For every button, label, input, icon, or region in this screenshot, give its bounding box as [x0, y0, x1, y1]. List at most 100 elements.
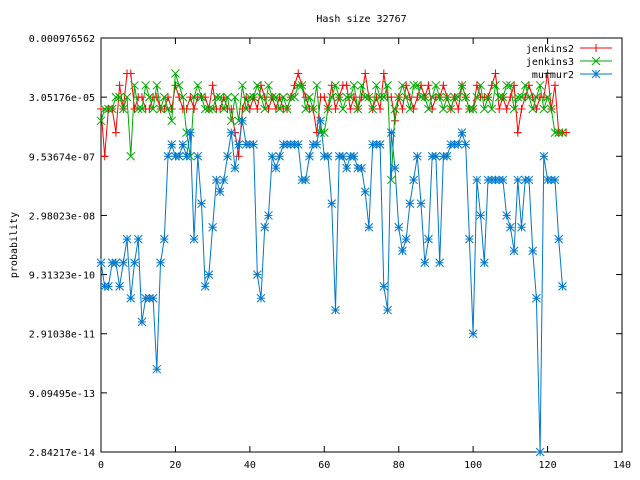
- jenkins3-point: [122, 92, 132, 102]
- murmur2-point: [118, 258, 128, 268]
- murmur2-point: [293, 140, 303, 149]
- jenkins2-point: [167, 104, 176, 113]
- murmur2-point: [256, 293, 266, 303]
- murmur2-point: [133, 234, 143, 244]
- jenkins3-point: [539, 104, 549, 114]
- jenkins3-point: [357, 80, 366, 90]
- murmur2-point: [104, 282, 113, 291]
- jenkins3-point: [416, 92, 426, 102]
- jenkins3-point: [96, 116, 106, 126]
- murmur2-point: [312, 140, 322, 149]
- jenkins3-point: [156, 104, 165, 114]
- murmur2-point: [442, 151, 452, 161]
- murmur2-point: [301, 175, 311, 185]
- jenkins3-point: [483, 92, 493, 102]
- jenkins2-point: [152, 93, 161, 102]
- murmur2-point: [126, 293, 136, 303]
- jenkins2-point: [528, 93, 537, 102]
- jenkins3-point: [189, 92, 199, 102]
- jenkins2-point: [510, 81, 519, 90]
- jenkins3-point: [223, 92, 232, 102]
- jenkins2-point: [524, 81, 533, 90]
- jenkins2-point: [539, 93, 548, 102]
- murmur2-point: [260, 222, 270, 232]
- y-tick-label: 0.000976562: [29, 34, 95, 45]
- jenkins3-point: [487, 104, 497, 114]
- jenkins2-point: [100, 152, 109, 161]
- x-tick-label: 140: [613, 460, 631, 471]
- x-tick-label: 120: [539, 460, 557, 471]
- jenkins3-point: [200, 104, 210, 114]
- murmur2-point: [509, 246, 519, 256]
- jenkins3-point: [163, 104, 173, 114]
- jenkins3-point: [286, 92, 296, 102]
- murmur2-point: [271, 163, 281, 173]
- murmur2-point: [528, 246, 538, 256]
- murmur2-point: [532, 293, 541, 303]
- jenkins3-point: [264, 80, 273, 90]
- x-tick-label: 80: [393, 460, 405, 471]
- jenkins3-point: [204, 104, 214, 114]
- jenkins2-point: [201, 93, 210, 102]
- x-tick-label: 100: [464, 460, 482, 471]
- y-tick-label: 9.09495e-13: [29, 389, 95, 400]
- murmur2-point: [159, 234, 169, 244]
- y-axis: 0.000976562 3.05176e-05 9.53674e-07 2.98023…: [29, 34, 622, 459]
- jenkins2-point: [115, 81, 124, 90]
- murmur2-point: [390, 163, 400, 173]
- murmur2-point: [375, 140, 385, 149]
- legend: jenkins2 jenkins3 murmur2: [526, 44, 612, 81]
- jenkins3-point: [308, 104, 318, 114]
- series-murmur2: [96, 116, 567, 457]
- jenkins2-point: [472, 81, 481, 90]
- jenkins3-point: [386, 175, 396, 185]
- jenkins3-point: [457, 80, 467, 90]
- jenkins2-point: [163, 93, 172, 102]
- murmur2-point: [208, 222, 217, 232]
- jenkins3-point: [491, 80, 500, 90]
- jenkins2-point: [216, 104, 225, 113]
- jenkins2-point: [145, 104, 154, 113]
- jenkins3-point: [245, 92, 255, 102]
- murmur2-point: [435, 258, 445, 268]
- jenkins3-point: [468, 104, 478, 114]
- murmur2-point: [554, 234, 564, 244]
- jenkins2-point: [517, 104, 526, 113]
- jenkins2-point: [487, 81, 496, 90]
- jenkins3-point: [502, 80, 511, 90]
- murmur2-point: [535, 447, 545, 457]
- jenkins2-point: [506, 93, 515, 102]
- jenkins2-point: [502, 104, 511, 113]
- jenkins3-point: [312, 80, 322, 90]
- x-tick-label: 40: [244, 460, 256, 471]
- jenkins3-point: [453, 92, 463, 102]
- jenkins2-point: [171, 81, 180, 90]
- murmur2-point: [230, 163, 240, 173]
- murmur2-point: [386, 128, 396, 137]
- y-tick-label: 3.05176e-05: [29, 93, 95, 104]
- jenkins3-point: [498, 92, 508, 102]
- jenkins3-point: [267, 92, 277, 102]
- jenkins3-point: [171, 69, 180, 78]
- jenkins3-point: [509, 104, 519, 114]
- jenkins2-point: [543, 69, 552, 78]
- murmur2-point: [96, 258, 106, 268]
- jenkins3-point: [130, 80, 139, 90]
- jenkins3-point: [145, 92, 154, 102]
- murmur2-point: [360, 187, 370, 197]
- jenkins2-point: [513, 128, 522, 137]
- murmur2-point: [479, 258, 489, 268]
- murmur2-point: [394, 222, 404, 232]
- murmur2-point: [331, 305, 340, 315]
- murmur2-point: [152, 364, 162, 374]
- murmur2-point: [212, 175, 221, 185]
- jenkins3-point: [476, 80, 485, 90]
- murmur2-point: [424, 234, 433, 244]
- jenkins3-point: [420, 92, 430, 102]
- jenkins2-point: [405, 93, 414, 102]
- jenkins3-point: [513, 92, 523, 102]
- jenkins2-point: [532, 104, 541, 113]
- jenkins3-point: [528, 104, 538, 114]
- murmur2-point: [226, 128, 236, 137]
- jenkins2-point: [301, 93, 310, 102]
